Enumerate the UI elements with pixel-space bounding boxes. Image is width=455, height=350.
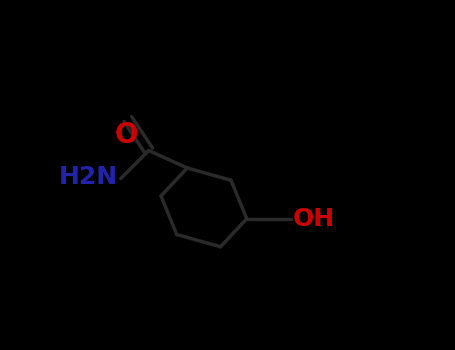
Text: H2N: H2N: [59, 165, 118, 189]
Text: OH: OH: [292, 207, 334, 231]
Text: O: O: [114, 121, 138, 149]
